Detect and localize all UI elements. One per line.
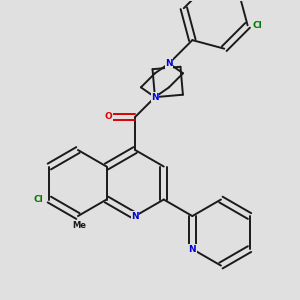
Text: N: N [188, 244, 196, 253]
Text: Cl: Cl [34, 195, 44, 204]
Text: N: N [131, 212, 139, 220]
Text: N: N [165, 59, 173, 68]
Text: N: N [151, 93, 159, 102]
Text: Me: Me [73, 221, 87, 230]
Text: Cl: Cl [253, 21, 262, 30]
Text: O: O [105, 112, 112, 122]
